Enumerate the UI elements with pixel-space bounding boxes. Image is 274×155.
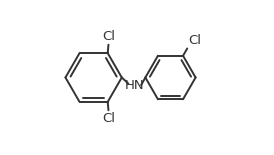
Text: Cl: Cl: [188, 34, 201, 47]
Text: Cl: Cl: [102, 112, 115, 125]
Text: Cl: Cl: [102, 30, 115, 43]
Text: HN: HN: [125, 79, 144, 92]
